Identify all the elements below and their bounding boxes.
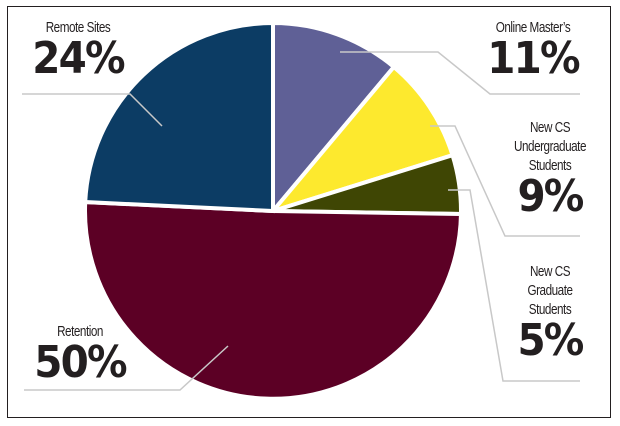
label-percent: 24% (32, 33, 125, 84)
label-percent: 50% (34, 337, 127, 388)
leader-line-retention (24, 345, 229, 391)
label-name: New CS (529, 119, 571, 136)
label-percent: 11% (487, 33, 580, 84)
label-name: Undergraduate (514, 138, 586, 155)
pie-slice-undergrad (267, 64, 456, 215)
label-name: New CS (529, 263, 571, 280)
label-online-masters: Online Master’s 11% (468, 18, 598, 81)
leader-line-undergrad (430, 125, 580, 237)
label-name: Retention (57, 323, 103, 340)
label-name: Students (528, 301, 572, 318)
pie-slice-retention (83, 199, 464, 401)
label-name: Graduate (527, 282, 573, 299)
label-name: Online Master’s (495, 19, 571, 36)
label-new-cs-undergraduate: New CS Undergraduate Students 9% (490, 118, 610, 219)
label-retention: Retention 50% (20, 322, 140, 385)
pie-slice-remote (83, 20, 275, 214)
leader-line-online (340, 51, 580, 95)
label-new-cs-graduate: New CS Graduate Students 5% (490, 262, 610, 363)
label-name: Remote Sites (45, 19, 111, 36)
pie-slice-online (271, 20, 397, 217)
leader-line-remote (22, 93, 163, 127)
label-remote-sites: Remote Sites 24% (18, 18, 138, 81)
label-percent: 5% (517, 315, 584, 366)
label-name: Students (528, 157, 572, 174)
label-percent: 9% (517, 171, 584, 222)
leader-line-grad (448, 189, 580, 382)
